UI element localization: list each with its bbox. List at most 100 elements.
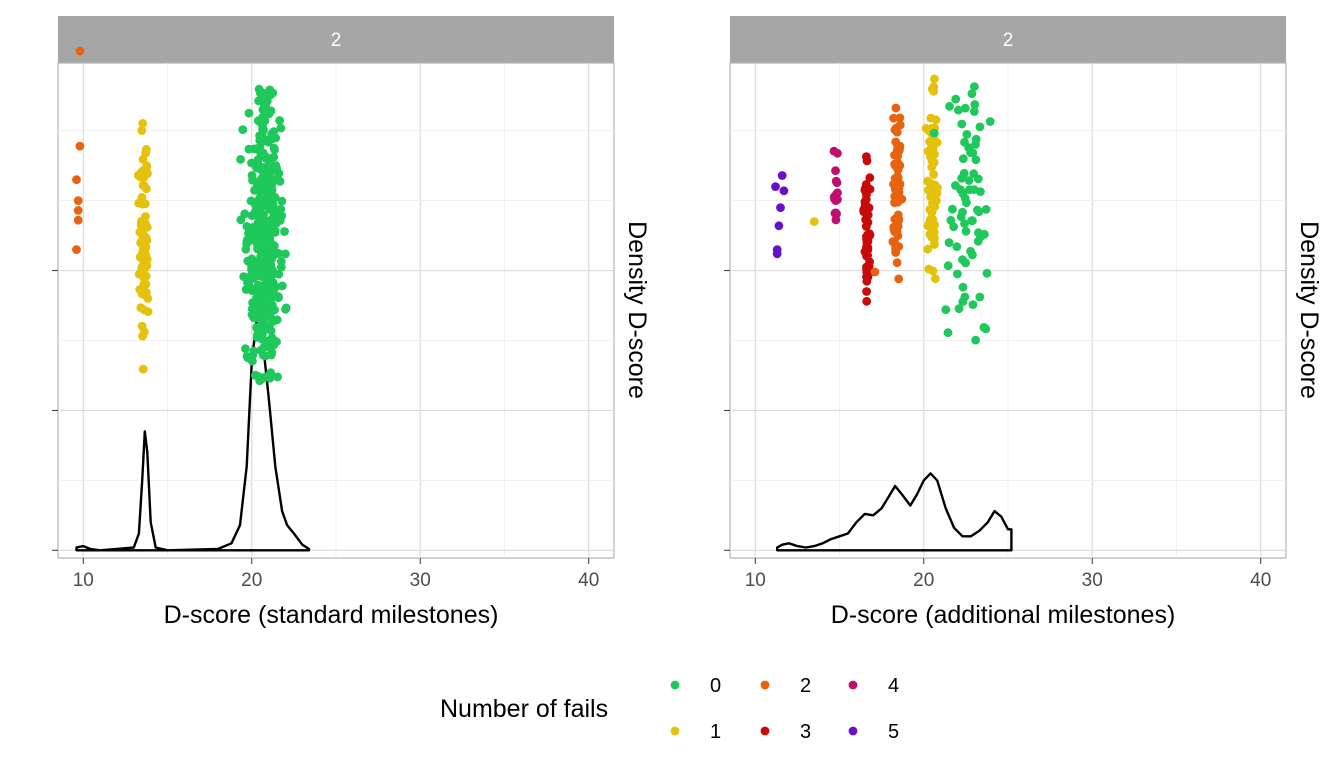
scatter-point <box>891 103 901 113</box>
scatter-point <box>271 161 281 170</box>
scatter-point <box>259 261 269 270</box>
x-axis-ticks: 10 20 30 40 <box>724 270 1271 591</box>
scatter-point <box>981 324 991 334</box>
scatter-point <box>968 216 977 226</box>
scatter-point <box>927 208 937 218</box>
scatter-point <box>267 129 276 139</box>
scatter-point <box>889 179 898 189</box>
scatter-point <box>976 232 985 242</box>
scatter-point <box>809 217 819 227</box>
scatter-point <box>966 246 975 256</box>
scatter-point <box>143 294 153 303</box>
legend-label: 4 <box>888 675 899 697</box>
scatter-point <box>137 264 147 273</box>
scatter-point <box>239 272 249 281</box>
scatter-point <box>140 327 149 337</box>
scatter-point <box>893 152 902 161</box>
scatter-point <box>274 269 284 279</box>
scatter-point <box>242 352 252 361</box>
scatter-point <box>268 204 278 214</box>
scatter-point <box>966 148 975 158</box>
scatter-point <box>930 74 939 84</box>
x-tick-label: 30 <box>1082 570 1103 591</box>
scatter-point <box>137 192 147 202</box>
scatter-point <box>829 146 839 156</box>
legend-key <box>848 680 858 690</box>
scatter-point <box>252 144 261 154</box>
scatter-point <box>256 164 266 174</box>
scatter-point <box>143 307 153 317</box>
x-tick-label: 30 <box>410 570 431 591</box>
scatter-point <box>264 188 274 197</box>
scatter-point <box>267 247 277 257</box>
legend-label: 5 <box>888 721 899 743</box>
scatter-point <box>261 102 271 111</box>
scatter-point <box>244 144 254 154</box>
legend-items: 0 1 2 3 4 5 <box>670 675 899 743</box>
scatter-point <box>975 292 985 302</box>
scatter-point <box>891 243 901 253</box>
scatter-point <box>247 158 256 168</box>
scatter-point <box>945 101 954 111</box>
scatter-point <box>139 166 149 176</box>
scatter-point <box>244 279 254 289</box>
scatter-point <box>975 122 985 132</box>
facet-strip <box>58 16 614 63</box>
scatter-point <box>960 137 969 147</box>
scatter-point <box>259 350 268 360</box>
scatter-point <box>249 257 259 267</box>
scatter-point <box>971 335 980 345</box>
scatter-point <box>928 191 937 200</box>
legend-label: 0 <box>710 675 721 697</box>
scatter-point <box>893 141 903 151</box>
density-line <box>776 472 1013 552</box>
scatter-point <box>73 206 83 215</box>
scatter-point <box>926 113 936 123</box>
scatter-point <box>771 182 780 192</box>
scatter-point <box>957 119 967 129</box>
scatter-point <box>830 208 840 218</box>
scatter-point <box>774 221 784 231</box>
scatter-point <box>953 269 962 279</box>
scatter-point <box>72 245 81 255</box>
scatter-point <box>244 228 253 238</box>
scatter-point <box>971 134 981 144</box>
scatter-point <box>269 143 279 153</box>
scatter-point <box>985 117 995 126</box>
scatter-point <box>261 94 270 104</box>
scatter-point <box>273 372 282 382</box>
facet-panel-additional: 2 10 20 30 40 D-score (additional milestone… <box>724 16 1323 629</box>
scatter-point <box>260 324 269 334</box>
scatter-point <box>254 238 264 248</box>
scatter-point <box>138 364 148 374</box>
scatter-point <box>982 268 992 278</box>
scatter-point <box>962 198 971 208</box>
scatter-point <box>831 176 841 186</box>
scatter-point <box>894 274 904 284</box>
y-axis-label-right: Density D-score <box>623 221 651 399</box>
scatter-point <box>946 215 956 225</box>
scatter-point <box>957 173 966 183</box>
scatter-point <box>958 297 968 307</box>
x-tick-label: 40 <box>1250 570 1271 591</box>
legend-key <box>670 680 680 690</box>
scatter-point <box>971 155 981 165</box>
scatter-point <box>254 186 263 195</box>
scatter-point <box>236 155 246 164</box>
scatter-point <box>259 343 269 352</box>
scatter-point <box>961 226 971 236</box>
scatter-point <box>968 300 978 309</box>
y-axis-label-right: Density D-score <box>1295 221 1323 399</box>
scatter-point <box>930 240 939 249</box>
scatter-point <box>956 185 965 195</box>
scatter-point <box>860 247 870 256</box>
scatter-point <box>870 267 880 277</box>
scatter-point <box>958 282 968 292</box>
scatter-point <box>262 228 271 238</box>
scatter-point <box>267 347 277 357</box>
scatter-point <box>862 263 872 273</box>
scatter-point <box>277 281 287 291</box>
scatter-point <box>253 229 263 239</box>
density-line <box>75 318 311 552</box>
scatter-point <box>264 109 274 119</box>
